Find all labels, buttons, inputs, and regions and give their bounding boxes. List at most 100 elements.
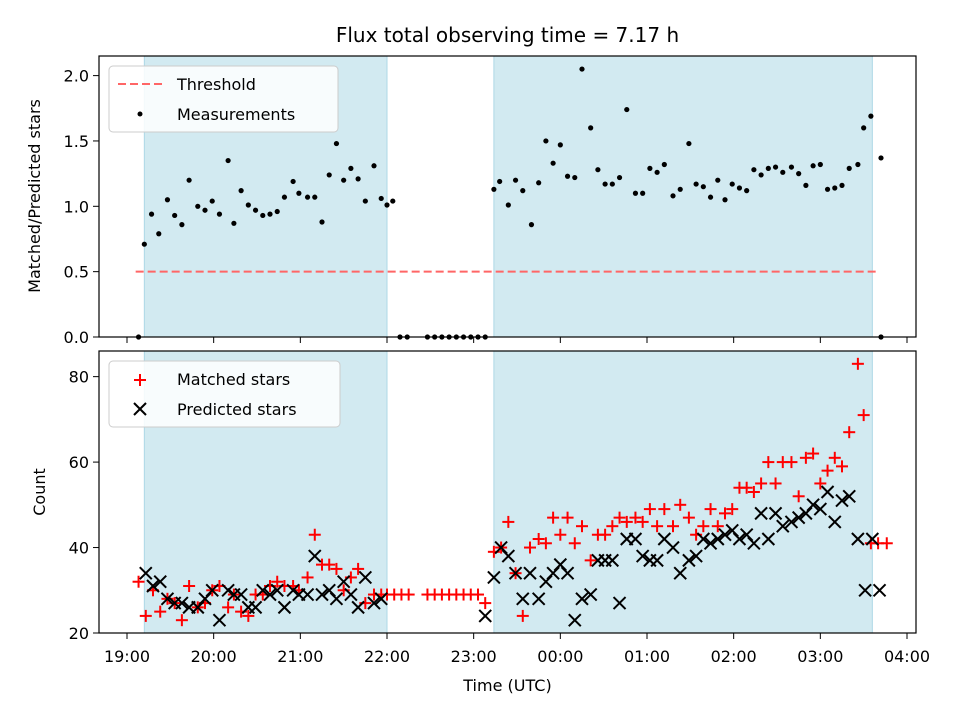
measurement-point: [225, 157, 231, 164]
measurement-point: [744, 188, 750, 194]
measurement-point: [602, 181, 608, 187]
predicted-legend-label: Predicted stars: [177, 400, 297, 419]
measurement-point: [796, 171, 802, 177]
matched-star-point: [568, 537, 581, 550]
matched-star-point: [682, 511, 695, 524]
matched-star-point: [539, 537, 552, 550]
matched-star-point: [175, 614, 188, 627]
measurement-point: [252, 207, 259, 213]
matched-star-point: [821, 464, 834, 477]
matched-star-point: [814, 477, 827, 490]
matched-star-point: [704, 503, 717, 516]
predicted-star-point: [711, 532, 725, 546]
top-y-ticks: 0.0 0.5 1.0 1.5 2.0: [64, 67, 99, 347]
predicted-star-point: [682, 553, 696, 568]
predicted-star-point: [754, 506, 768, 521]
matched-star-point: [807, 447, 820, 460]
matched-star-point: [330, 562, 343, 575]
matched-star-point: [472, 588, 484, 601]
top-axes-frame: [98, 55, 917, 338]
predicted-star-point: [820, 485, 835, 499]
measurement-point: [355, 176, 361, 182]
matched-star-point: [547, 511, 560, 524]
matched-star-point: [643, 503, 656, 516]
measurement-point: [164, 197, 171, 203]
measurement-point: [855, 161, 861, 168]
measurement-point: [772, 164, 779, 170]
measurement-point: [274, 208, 280, 215]
x-tick-label: 01:00: [624, 647, 670, 666]
x-tick-label: 19:00: [104, 647, 150, 666]
matched-star-point: [711, 520, 724, 533]
measurement-point: [707, 194, 714, 200]
measurement-point: [326, 172, 332, 178]
predicted-star-point: [813, 502, 828, 516]
bottom-y-axis-label: Count: [30, 468, 49, 516]
measurement-point: [715, 177, 721, 183]
measurement-point: [172, 212, 178, 219]
y-tick-label: 40: [69, 539, 89, 558]
predicted-star-point: [851, 532, 865, 546]
predicted-star-point: [776, 519, 790, 533]
predicted-star-point: [768, 506, 783, 521]
measurement-point: [868, 113, 874, 119]
matched-star-point: [561, 511, 574, 524]
predicted-star-point: [531, 592, 546, 606]
measurement-point: [579, 66, 585, 72]
predicted-star-point: [212, 613, 227, 627]
predicted-star-point: [568, 613, 582, 627]
predicted-star-point: [673, 566, 687, 580]
measurement-point: [186, 177, 192, 183]
measurement-point: [609, 181, 615, 187]
measurement-point: [670, 193, 676, 199]
shaded-interval: [493, 350, 873, 634]
predicted-star-point: [315, 587, 329, 602]
x-tick-label: 00:00: [537, 647, 583, 666]
measurement-point: [216, 211, 223, 217]
predicted-star-point: [605, 553, 620, 568]
measurement-point: [729, 181, 735, 187]
measurement-point: [810, 163, 816, 169]
measurement-point: [505, 202, 511, 208]
predicted-star-point: [828, 515, 842, 529]
measurement-point: [758, 172, 764, 178]
measurement-point: [788, 164, 795, 170]
predicted-star-point: [696, 532, 711, 546]
matched-star-point: [532, 533, 545, 545]
measurement-point: [765, 165, 771, 171]
matched-star-point: [651, 520, 664, 533]
predicted-star-point: [336, 575, 351, 589]
predicted-legend-icon: [133, 402, 147, 416]
matched-star-point: [132, 575, 145, 588]
matched-star-point: [584, 554, 597, 567]
predicted-star-point: [329, 592, 344, 606]
predicted-star-point: [865, 532, 880, 546]
predicted-star-point: [153, 575, 167, 589]
predicted-star-point: [487, 570, 501, 585]
matched-star-point: [613, 511, 626, 524]
predicted-star-point: [516, 592, 530, 606]
y-tick-label: 80: [69, 368, 89, 387]
matched-star-point: [323, 558, 336, 571]
predicted-star-point: [560, 566, 575, 580]
measurement-point: [661, 161, 667, 168]
matched-star-point: [636, 515, 649, 528]
predicted-star-point: [205, 583, 219, 597]
matched-star-point: [139, 609, 152, 622]
y-tick-label: 20: [69, 624, 89, 643]
measurement-point: [700, 184, 706, 190]
measurement-point: [543, 138, 549, 144]
measurement-point: [371, 163, 377, 169]
measurement-point: [817, 161, 823, 168]
matched-star-point: [792, 490, 805, 503]
predicted-star-point: [635, 549, 650, 563]
measurement-point: [319, 219, 325, 225]
measurement-point: [312, 194, 318, 200]
bottom-y-ticks: 20 40 60 80: [69, 368, 99, 643]
predicted-star-point: [689, 549, 703, 563]
measurement-point: [512, 177, 519, 183]
measurement-point: [832, 185, 838, 191]
x-tick-label: 22:00: [364, 647, 410, 666]
measurement-point: [632, 190, 639, 196]
predicted-star-point: [583, 587, 598, 602]
